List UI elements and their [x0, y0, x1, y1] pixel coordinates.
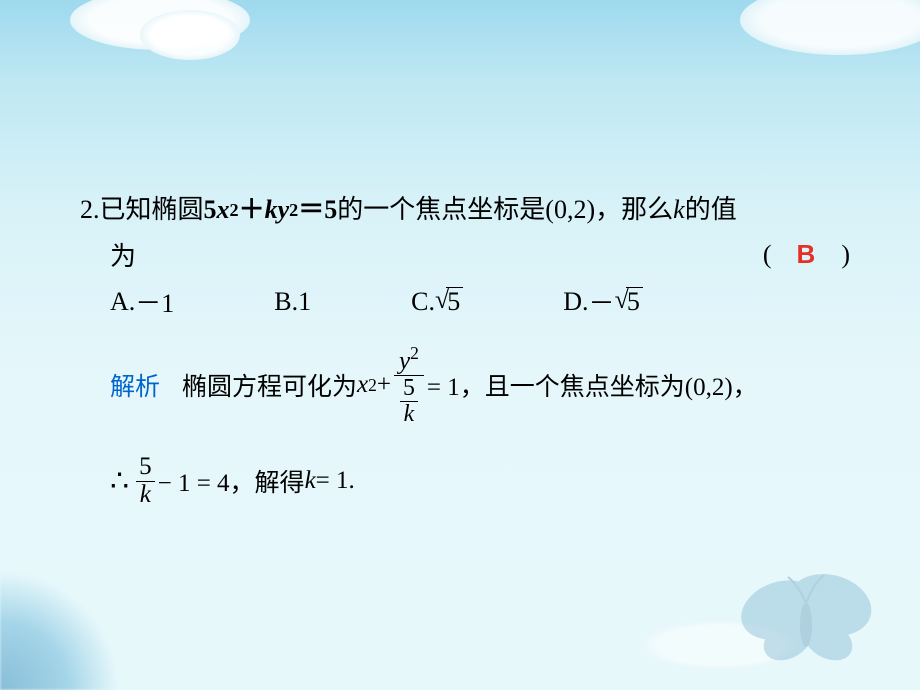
eq-coeff: 5: [204, 190, 217, 230]
eq-x: x: [217, 190, 230, 230]
option-b: B. 1: [274, 283, 311, 320]
frac-y: y: [399, 347, 410, 374]
ex-sq: 2: [368, 375, 377, 396]
frac-num: 5: [136, 454, 155, 480]
radicand: 5: [446, 287, 463, 317]
k-var: k: [673, 190, 685, 230]
option-c: C. √5: [411, 283, 463, 320]
question-line-2: 为 ( B ): [80, 236, 860, 273]
question-text: 已知椭圆: [100, 190, 204, 230]
option-label: A.: [110, 287, 135, 317]
neg-sign: －: [589, 283, 615, 320]
question-text: 的值: [685, 190, 737, 230]
question-text: 为: [110, 236, 136, 273]
option-label: B.: [274, 287, 298, 317]
rparen: ): [841, 240, 850, 269]
ex-k-result: = 1.: [316, 467, 355, 495]
explanation-text: 椭圆方程可化为: [182, 367, 357, 403]
eq-y: y: [278, 190, 290, 230]
options-row: A. －1 B. 1 C. √5 D. － √5: [80, 283, 860, 320]
eq-plus: ＋: [239, 190, 265, 230]
option-d: D. － √5: [563, 283, 643, 320]
k-var: k: [305, 467, 316, 495]
inner-num: 5: [400, 376, 418, 401]
eq-sq: 2: [289, 190, 298, 230]
option-label: C.: [411, 287, 435, 317]
explanation-label: 解析: [110, 367, 160, 403]
option-value: 1: [298, 287, 311, 317]
inner-den: k: [401, 402, 418, 427]
ex-focus: (0,2)，: [685, 367, 758, 403]
option-a: A. －1: [110, 283, 174, 320]
ex-eq: − 1 = 4，: [158, 463, 255, 499]
fraction: 5 k: [136, 454, 155, 508]
explanation-line-2: ∴ 5 k − 1 = 4， 解得 k = 1.: [80, 454, 860, 508]
option-label: D.: [563, 287, 588, 317]
therefore-symbol: ∴: [110, 464, 129, 499]
sqrt-icon: √5: [435, 287, 463, 317]
question-text: 的一个焦点坐标是: [337, 190, 545, 230]
sqrt-icon: √5: [615, 287, 643, 317]
inner-fraction: 5 k: [400, 376, 418, 427]
ex-x: x: [357, 371, 368, 399]
radicand: 5: [626, 287, 643, 317]
eq-eq5: ＝5: [298, 190, 337, 230]
question-line-1: 2. 已知椭圆 5 x 2 ＋ k y 2 ＝5 的一个焦点坐标是 (0,2) …: [80, 190, 860, 230]
option-value: －1: [135, 283, 174, 320]
frac-den: k: [137, 482, 154, 508]
explanation-line-1: 解析 椭圆方程可化为 x 2 + y2 5 k = 1， 且一个焦点坐标为 (0…: [80, 344, 860, 426]
question-number: 2.: [80, 190, 100, 230]
slide-content: 2. 已知椭圆 5 x 2 ＋ k y 2 ＝5 的一个焦点坐标是 (0,2) …: [0, 0, 920, 690]
frac-sq: 2: [410, 343, 419, 363]
lparen: (: [763, 240, 772, 269]
explanation-text: 解得: [255, 463, 305, 499]
focus-coord: (0,2): [545, 190, 595, 230]
answer-letter: B: [797, 239, 817, 269]
eq-k: k: [265, 190, 278, 230]
eq-sq: 2: [230, 190, 239, 230]
question-text: ，那么: [595, 190, 673, 230]
fraction: y2 5 k: [394, 344, 424, 426]
answer-bracket: ( B ): [763, 239, 850, 270]
ex-eq1: = 1，: [427, 367, 485, 403]
ex-plus: +: [377, 371, 391, 399]
explanation-text: 且一个焦点坐标为: [485, 367, 685, 403]
